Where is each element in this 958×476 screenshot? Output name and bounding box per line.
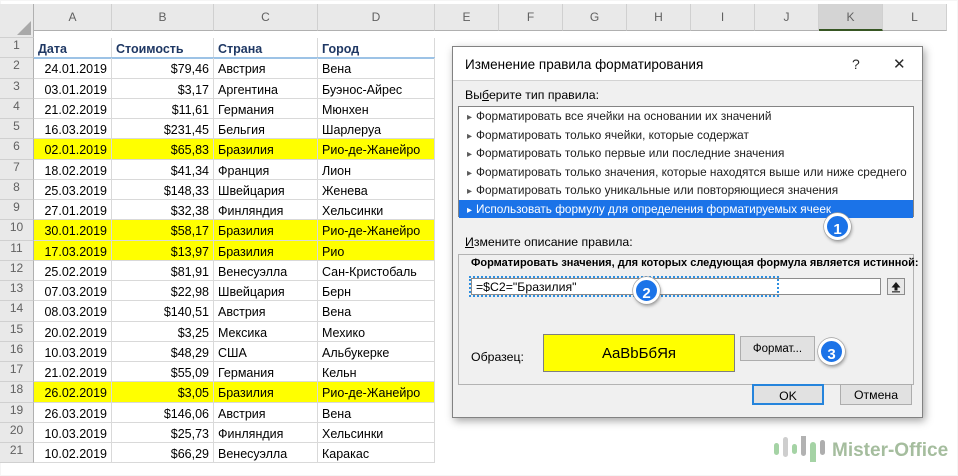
svg-text:Mister-Office: Mister-Office — [832, 440, 948, 461]
